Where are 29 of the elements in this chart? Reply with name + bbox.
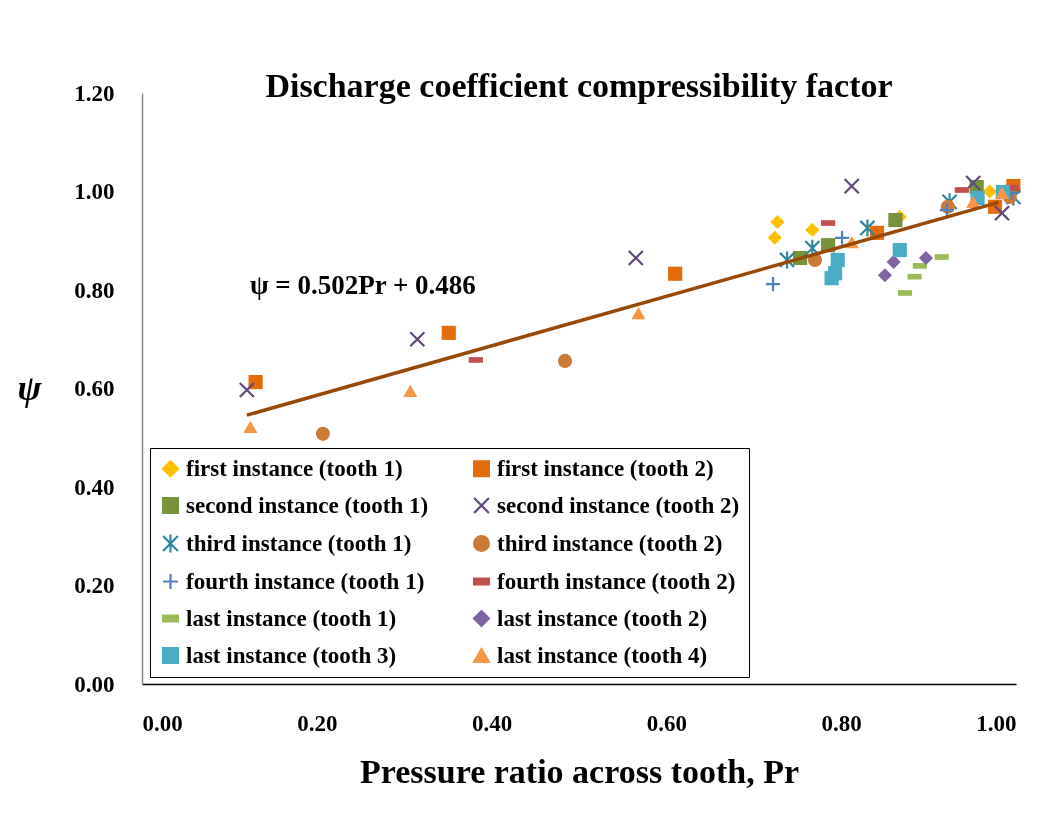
y-tick-label: 0.20 [74,573,115,598]
y-axis-title: ψ [17,368,43,408]
legend-label: fourth instance (tooth 2) [497,568,736,594]
legend-label: last instance (tooth 4) [497,642,708,668]
legend-label: first instance (tooth 1) [186,455,403,481]
y-tick-label: 0.00 [74,671,115,697]
x-tick-label: 0.20 [297,710,338,736]
legend-label: third instance (tooth 2) [497,530,723,556]
y-tick-label: 1.20 [74,80,115,106]
y-tick-label: 0.40 [74,474,115,500]
legend-label: second instance (tooth 2) [497,492,740,518]
x-tick-label: 0.00 [142,710,183,736]
y-tick-label: 0.60 [74,376,115,401]
y-tick-label: 0.80 [74,277,115,303]
legend-label: second instance (tooth 1) [186,492,429,518]
annotation: ψ = 0.502Pr + 0.486 [250,270,476,300]
x-tick-label: 1.00 [976,710,1017,736]
legend-label: last instance (tooth 1) [186,605,397,631]
legend-label: fourth instance (tooth 1) [186,568,425,594]
x-tick-label: 0.80 [821,710,862,736]
legend-label: last instance (tooth 2) [497,605,708,631]
chart-title: Discharge coefficient compressibility factor [265,67,893,104]
x-tick-label: 0.60 [646,710,688,736]
legend-label: third instance (tooth 1) [186,530,412,556]
y-tick-label: 1.00 [74,179,115,204]
legend-label: last instance (tooth 3) [186,642,397,668]
legend-label: first instance (tooth 2) [497,455,714,481]
x-tick-label: 0.40 [471,710,513,736]
x-axis-title: Pressure ratio across tooth, Pr [359,752,800,790]
